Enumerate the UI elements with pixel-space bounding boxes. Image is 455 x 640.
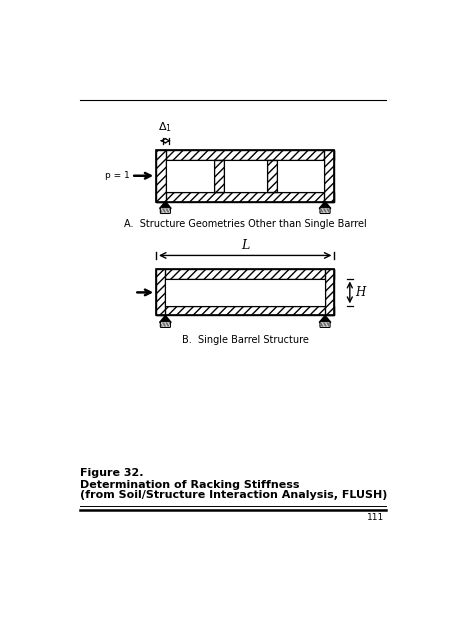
Bar bbox=[156, 150, 334, 202]
Bar bbox=[156, 150, 334, 160]
Bar bbox=[165, 278, 325, 307]
Bar bbox=[325, 269, 334, 316]
Bar bbox=[156, 191, 334, 202]
Text: A.  Structure Geometries Other than Single Barrel: A. Structure Geometries Other than Singl… bbox=[124, 220, 367, 229]
Text: B.  Single Barrel Structure: B. Single Barrel Structure bbox=[182, 335, 308, 345]
Bar bbox=[324, 150, 334, 202]
Text: $\Delta_1$: $\Delta_1$ bbox=[158, 120, 172, 134]
FancyBboxPatch shape bbox=[160, 322, 171, 328]
Bar bbox=[166, 160, 214, 191]
FancyBboxPatch shape bbox=[160, 208, 171, 214]
Bar bbox=[267, 160, 277, 191]
Text: p = 1: p = 1 bbox=[105, 172, 130, 180]
Text: 111: 111 bbox=[367, 513, 384, 522]
Bar bbox=[156, 150, 166, 202]
Text: Determination of Racking Stiffness: Determination of Racking Stiffness bbox=[80, 479, 300, 490]
Bar bbox=[214, 160, 224, 191]
Bar bbox=[156, 307, 334, 316]
Bar bbox=[156, 269, 334, 316]
Bar bbox=[156, 269, 165, 316]
Bar bbox=[224, 160, 267, 191]
Text: (from Soil/Structure Interaction Analysis, FLUSH): (from Soil/Structure Interaction Analysi… bbox=[80, 490, 388, 500]
Polygon shape bbox=[319, 202, 331, 209]
Polygon shape bbox=[160, 316, 171, 323]
Text: H: H bbox=[355, 286, 365, 299]
Polygon shape bbox=[160, 202, 171, 209]
Bar bbox=[277, 160, 324, 191]
Bar bbox=[156, 269, 334, 278]
Text: L: L bbox=[241, 239, 249, 252]
Polygon shape bbox=[319, 316, 331, 323]
Text: Figure 32.: Figure 32. bbox=[80, 468, 144, 478]
FancyBboxPatch shape bbox=[320, 208, 330, 214]
FancyBboxPatch shape bbox=[320, 322, 330, 328]
